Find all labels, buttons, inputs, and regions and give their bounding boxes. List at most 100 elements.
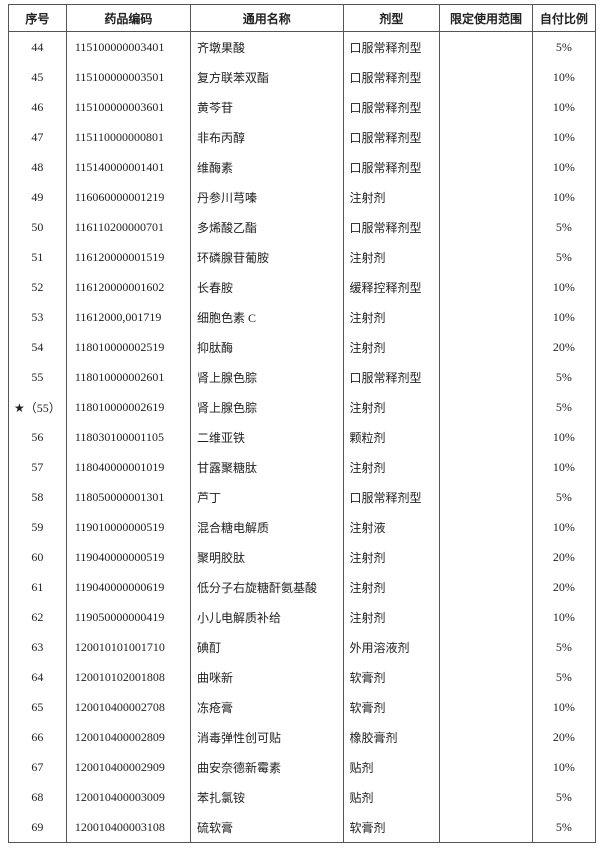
cell-ratio: 20%	[532, 722, 595, 752]
cell-scope	[440, 692, 533, 722]
cell-scope	[440, 332, 533, 362]
cell-seq: 49	[9, 182, 67, 212]
cell-ratio: 5%	[532, 392, 595, 422]
table-row: 55118010000002601肾上腺色腙口服常释剂型5%	[9, 362, 596, 392]
cell-code: 118010000002519	[66, 332, 190, 362]
cell-ratio: 20%	[532, 542, 595, 572]
cell-scope	[440, 152, 533, 182]
table-row: 69120010400003108硫软膏软膏剂5%	[9, 812, 596, 843]
cell-ratio: 5%	[532, 242, 595, 272]
cell-code: 119010000000519	[66, 512, 190, 542]
table-row: 58118050000001301芦丁口服常释剂型5%	[9, 482, 596, 512]
cell-form: 贴剂	[343, 782, 440, 812]
table-body: 44115100000003401齐墩果酸口服常释剂型5%45115100000…	[9, 32, 596, 843]
cell-form: 口服常释剂型	[343, 122, 440, 152]
cell-name: 二维亚铁	[190, 422, 343, 452]
cell-code: 115100000003501	[66, 62, 190, 92]
cell-code: 115100000003601	[66, 92, 190, 122]
cell-scope	[440, 812, 533, 843]
cell-scope	[440, 662, 533, 692]
cell-name: 非布丙醇	[190, 122, 343, 152]
cell-name: 硫软膏	[190, 812, 343, 843]
cell-ratio: 10%	[532, 452, 595, 482]
cell-code: 119040000000519	[66, 542, 190, 572]
cell-seq: 64	[9, 662, 67, 692]
table-row: 60119040000000519聚明胶肽注射剂20%	[9, 542, 596, 572]
cell-form: 口服常释剂型	[343, 362, 440, 392]
cell-scope	[440, 452, 533, 482]
table-row: 54118010000002519抑肽酶注射剂20%	[9, 332, 596, 362]
cell-seq: 48	[9, 152, 67, 182]
cell-scope	[440, 272, 533, 302]
cell-seq: 47	[9, 122, 67, 152]
table-row: 56118030100001105二维亚铁颗粒剂10%	[9, 422, 596, 452]
cell-seq: 58	[9, 482, 67, 512]
cell-form: 注射剂	[343, 602, 440, 632]
cell-scope	[440, 632, 533, 662]
cell-scope	[440, 242, 533, 272]
table-row: 57118040000001019甘露聚糖肽注射剂10%	[9, 452, 596, 482]
cell-code: 116120000001602	[66, 272, 190, 302]
cell-form: 口服常释剂型	[343, 62, 440, 92]
cell-seq: 46	[9, 92, 67, 122]
cell-name: 复方联苯双酯	[190, 62, 343, 92]
cell-form: 软膏剂	[343, 812, 440, 843]
cell-ratio: 5%	[532, 362, 595, 392]
cell-seq: 65	[9, 692, 67, 722]
cell-seq: 68	[9, 782, 67, 812]
cell-seq: 51	[9, 242, 67, 272]
table-row: 47115110000000801非布丙醇口服常释剂型10%	[9, 122, 596, 152]
table-row: 63120010101001710碘酊外用溶液剂5%	[9, 632, 596, 662]
cell-form: 软膏剂	[343, 662, 440, 692]
cell-form: 颗粒剂	[343, 422, 440, 452]
cell-name: 环磷腺苷葡胺	[190, 242, 343, 272]
cell-code: 115110000000801	[66, 122, 190, 152]
table-row: 46115100000003601黄芩苷口服常释剂型10%	[9, 92, 596, 122]
table-row: 66120010400002809消毒弹性创可贴橡胶膏剂20%	[9, 722, 596, 752]
cell-seq: 66	[9, 722, 67, 752]
cell-seq: ★（55）	[9, 392, 67, 422]
cell-seq: 62	[9, 602, 67, 632]
cell-seq: 63	[9, 632, 67, 662]
table-row: 45115100000003501复方联苯双酯口服常释剂型10%	[9, 62, 596, 92]
cell-scope	[440, 782, 533, 812]
cell-name: 低分子右旋糖酐氨基酸	[190, 572, 343, 602]
cell-ratio: 10%	[532, 62, 595, 92]
cell-code: 116120000001519	[66, 242, 190, 272]
cell-seq: 60	[9, 542, 67, 572]
cell-seq: 54	[9, 332, 67, 362]
cell-form: 注射剂	[343, 392, 440, 422]
table-row: 65120010400002708冻疮膏软膏剂10%	[9, 692, 596, 722]
cell-scope	[440, 512, 533, 542]
cell-code: 120010400002909	[66, 752, 190, 782]
cell-ratio: 5%	[532, 662, 595, 692]
table-row: 49116060000001219丹参川芎嗪注射剂10%	[9, 182, 596, 212]
cell-form: 贴剂	[343, 752, 440, 782]
cell-scope	[440, 362, 533, 392]
cell-scope	[440, 92, 533, 122]
header-row: 序号 药品编码 通用名称 剂型 限定使用范围 自付比例	[9, 5, 596, 32]
cell-scope	[440, 482, 533, 512]
cell-scope	[440, 182, 533, 212]
cell-seq: 56	[9, 422, 67, 452]
cell-code: 119040000000619	[66, 572, 190, 602]
cell-code: 119050000000419	[66, 602, 190, 632]
cell-scope	[440, 602, 533, 632]
cell-form: 口服常释剂型	[343, 482, 440, 512]
cell-form: 软膏剂	[343, 692, 440, 722]
cell-name: 混合糖电解质	[190, 512, 343, 542]
cell-form: 口服常释剂型	[343, 152, 440, 182]
cell-form: 注射剂	[343, 182, 440, 212]
cell-name: 芦丁	[190, 482, 343, 512]
col-ratio: 自付比例	[532, 5, 595, 32]
cell-form: 注射剂	[343, 452, 440, 482]
cell-name: 碘酊	[190, 632, 343, 662]
cell-ratio: 10%	[532, 752, 595, 782]
cell-name: 曲咪新	[190, 662, 343, 692]
cell-seq: 44	[9, 32, 67, 63]
table-row: 62119050000000419小儿电解质补给注射剂10%	[9, 602, 596, 632]
cell-scope	[440, 422, 533, 452]
col-form: 剂型	[343, 5, 440, 32]
cell-code: 115140000001401	[66, 152, 190, 182]
cell-ratio: 10%	[532, 152, 595, 182]
